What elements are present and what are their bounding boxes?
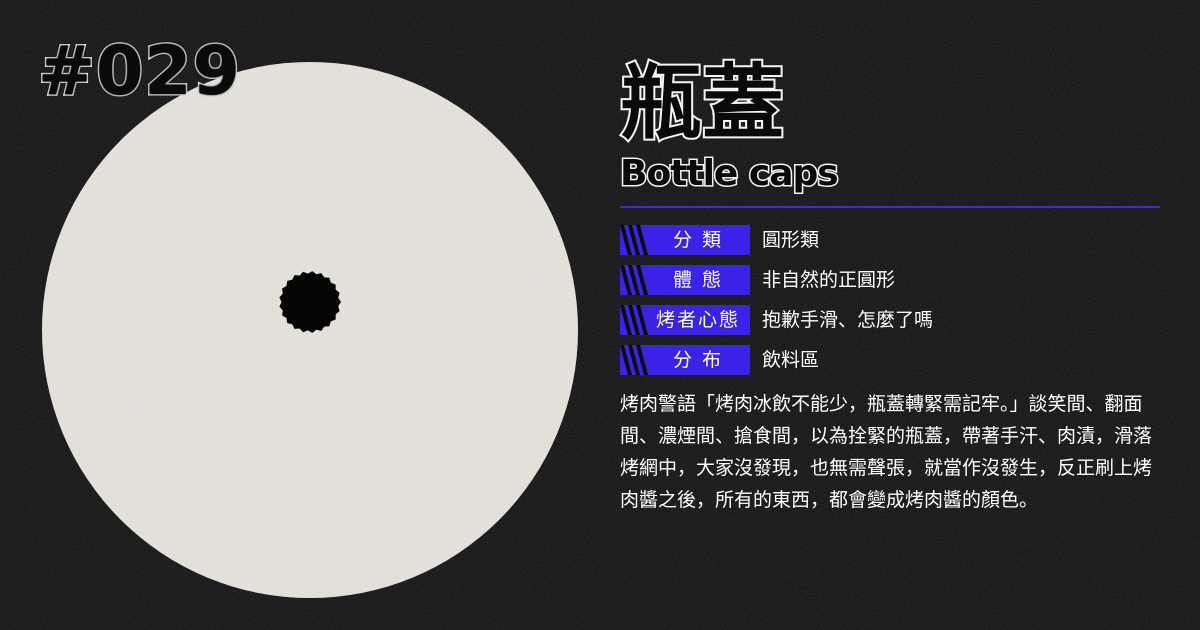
attribute-value: 非自然的正圓形 xyxy=(762,269,896,291)
title-english: Bottle caps xyxy=(619,152,841,196)
attribute-value: 圓形類 xyxy=(762,229,820,251)
attribute-tag: 烤者心態 xyxy=(620,305,750,335)
bottle-cap-icon xyxy=(279,271,341,333)
attribute-row-category: 分 類 圓形類 xyxy=(620,225,1160,255)
attribute-tag: 分 類 xyxy=(620,225,750,255)
diagonal-stripes-icon xyxy=(620,345,660,375)
diagonal-stripes-icon xyxy=(620,305,660,335)
attribute-list: 分 類 圓形類 體 態 非自然的正圓形 烤者心態 抱歉手滑、怎麼了嗎 分 布 飲… xyxy=(620,225,1160,385)
attribute-tag: 體 態 xyxy=(620,265,750,295)
entry-number: #029 xyxy=(37,31,242,113)
title-chinese: 瓶蓋 xyxy=(618,54,786,153)
attribute-label: 分 類 xyxy=(672,229,724,251)
attribute-value: 抱歉手滑、怎麼了嗎 xyxy=(762,309,934,331)
attribute-row-mindset: 烤者心態 抱歉手滑、怎麼了嗎 xyxy=(620,305,1160,335)
diagonal-stripes-icon xyxy=(620,265,660,295)
title-divider xyxy=(620,206,1160,208)
attribute-value: 飲料區 xyxy=(762,349,820,371)
description-text: 烤肉警語「烤肉冰飲不能少，瓶蓋轉緊需記牢。」談笑間、翻面間、濃煙間、搶食間，以為… xyxy=(620,393,1153,511)
diagonal-stripes-icon xyxy=(620,225,660,255)
attribute-tag: 分 布 xyxy=(620,345,750,375)
attribute-row-distribution: 分 布 飲料區 xyxy=(620,345,1160,375)
attribute-row-form: 體 態 非自然的正圓形 xyxy=(620,265,1160,295)
attribute-label: 體 態 xyxy=(672,269,724,291)
attribute-label: 烤者心態 xyxy=(655,309,740,331)
attribute-label: 分 布 xyxy=(672,349,724,371)
bottle-cap-illustration xyxy=(42,62,578,598)
